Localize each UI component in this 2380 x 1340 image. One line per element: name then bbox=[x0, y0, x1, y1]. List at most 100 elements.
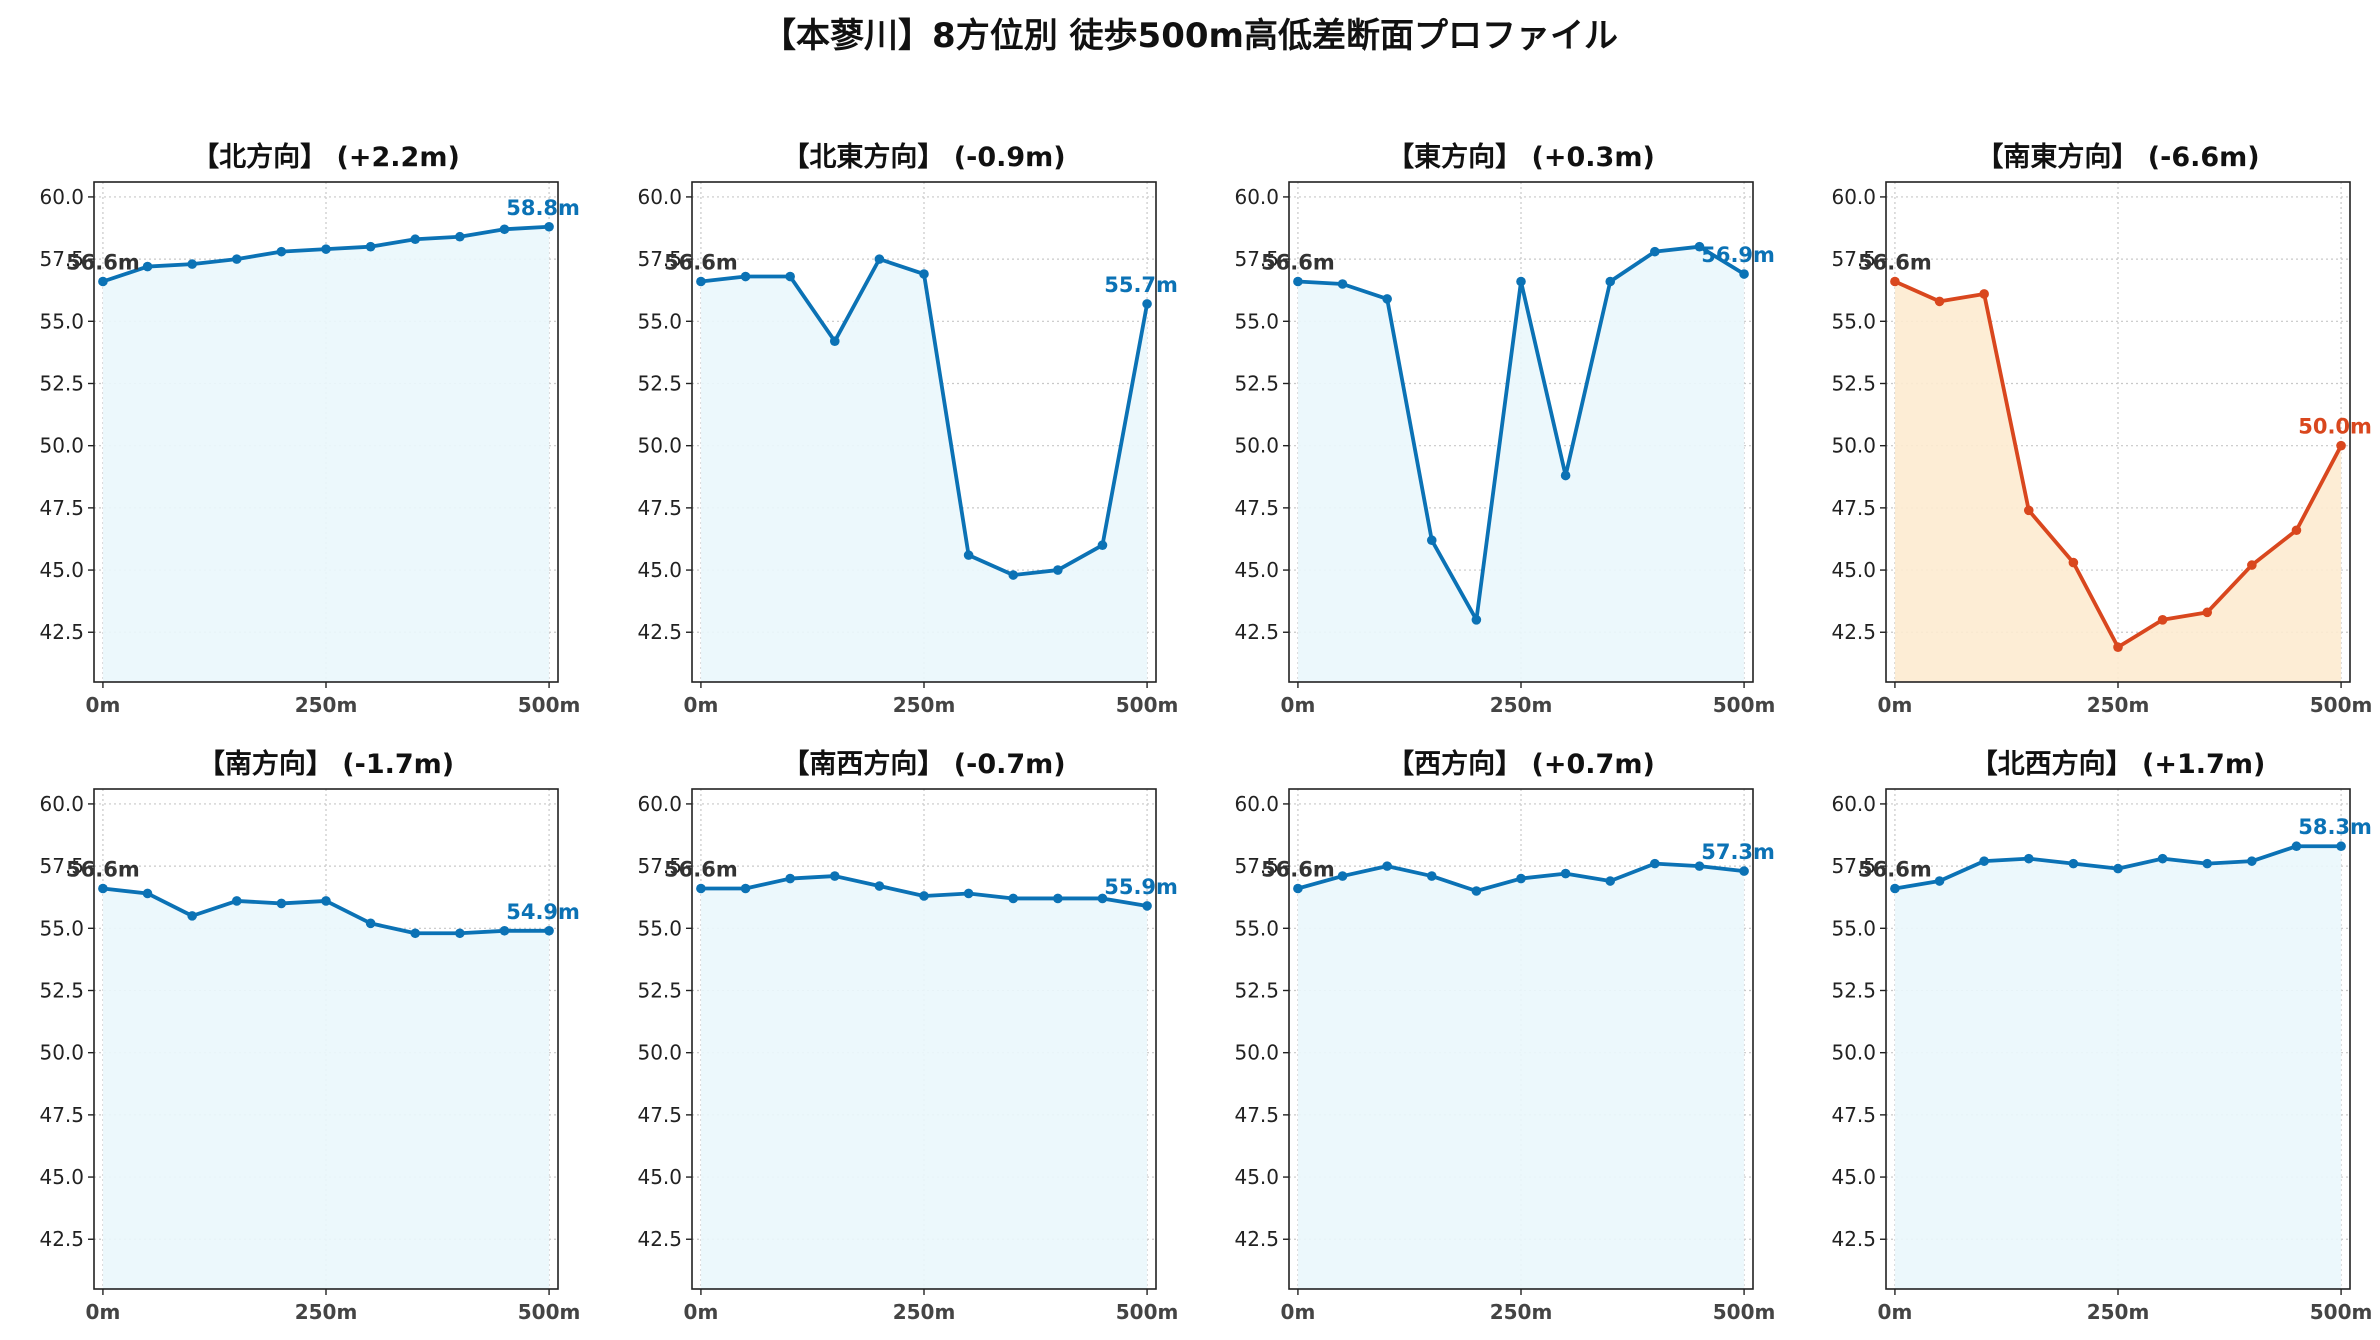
elevation-point bbox=[1008, 893, 1019, 904]
elevation-point bbox=[455, 928, 465, 939]
y-tick-label: 57.5 bbox=[39, 854, 84, 878]
y-tick-label: 45.0 bbox=[39, 1165, 84, 1189]
elevation-point bbox=[2113, 642, 2123, 652]
y-tick-label: 47.5 bbox=[39, 496, 84, 520]
y-tick-label: 47.5 bbox=[1234, 1103, 1279, 1127]
elevation-point bbox=[321, 244, 331, 254]
elevation-point bbox=[499, 224, 510, 235]
elevation-point bbox=[187, 259, 197, 269]
elevation-point bbox=[455, 231, 465, 242]
elevation-point bbox=[1293, 883, 1303, 894]
profile-panel-0: 42.5 45.0 47.5 50.0 52.5 55.0 57.5 60.0 0m 250m 50… bbox=[39, 141, 580, 717]
x-tick-label: 500m bbox=[1713, 1300, 1776, 1324]
elevation-point bbox=[1471, 615, 1482, 625]
y-tick-label: 55.0 bbox=[637, 916, 682, 940]
y-tick-label: 45.0 bbox=[637, 1165, 682, 1189]
elevation-point bbox=[1694, 241, 1705, 252]
y-tick-label: 57.5 bbox=[1831, 854, 1876, 878]
x-tick-label: 250m bbox=[295, 1300, 358, 1324]
elevation-point bbox=[276, 246, 287, 257]
y-tick-label: 57.5 bbox=[1234, 247, 1279, 271]
y-tick-label: 52.5 bbox=[39, 978, 84, 1002]
elevation-point bbox=[544, 925, 554, 936]
start-elevation-label: 56.6m bbox=[1858, 858, 1932, 882]
y-tick-label: 57.5 bbox=[39, 247, 84, 271]
end-elevation-label: 55.9m bbox=[1104, 875, 1178, 899]
y-tick-label: 55.0 bbox=[1234, 916, 1279, 940]
elevation-point bbox=[1650, 246, 1660, 257]
y-tick-label: 50.0 bbox=[1234, 434, 1279, 458]
profile-panel-4: 42.5 45.0 47.5 50.0 52.5 55.0 57.5 60.0 0m 250m 50… bbox=[39, 748, 580, 1324]
end-elevation-label: 54.9m bbox=[506, 900, 580, 924]
elevation-point bbox=[874, 881, 885, 891]
elevation-area bbox=[700, 876, 1148, 1289]
elevation-point bbox=[1382, 294, 1392, 304]
elevation-area bbox=[700, 259, 1148, 682]
elevation-point bbox=[1426, 535, 1437, 546]
profile-panel-3: 42.5 45.0 47.5 50.0 52.5 55.0 57.5 60.0 0m 250m 50… bbox=[1831, 141, 2372, 717]
x-tick-label: 500m bbox=[518, 693, 581, 717]
y-tick-label: 52.5 bbox=[637, 978, 682, 1002]
elevation-point bbox=[1739, 866, 1749, 876]
y-tick-label: 57.5 bbox=[1831, 247, 1876, 271]
elevation-area bbox=[1297, 863, 1745, 1289]
elevation-point bbox=[919, 269, 929, 279]
elevation-point bbox=[1516, 873, 1526, 884]
elevation-point bbox=[1694, 861, 1705, 871]
elevation-point bbox=[276, 898, 287, 909]
panel-title: 【南東方向】 (-6.6m) bbox=[1976, 141, 2259, 173]
y-tick-label: 57.5 bbox=[1234, 854, 1279, 878]
elevation-point bbox=[2068, 858, 2079, 869]
elevation-point bbox=[2291, 841, 2302, 852]
x-tick-label: 500m bbox=[1116, 1300, 1179, 1324]
panel-title: 【南西方向】 (-0.7m) bbox=[782, 748, 1065, 780]
y-tick-label: 50.0 bbox=[39, 434, 84, 458]
x-tick-label: 500m bbox=[2310, 1300, 2373, 1324]
elevation-point bbox=[142, 261, 153, 272]
elevation-point bbox=[1934, 296, 1945, 307]
elevation-point bbox=[1053, 893, 1063, 904]
profile-panel-1: 42.5 45.0 47.5 50.0 52.5 55.0 57.5 60.0 0m 250m 50… bbox=[637, 141, 1178, 717]
start-elevation-label: 56.6m bbox=[664, 858, 738, 882]
y-tick-label: 52.5 bbox=[1831, 978, 1876, 1002]
start-elevation-label: 56.6m bbox=[66, 858, 140, 882]
y-tick-label: 55.0 bbox=[1831, 916, 1876, 940]
elevation-point bbox=[829, 336, 840, 347]
x-tick-label: 0m bbox=[684, 1300, 719, 1324]
y-tick-label: 42.5 bbox=[1234, 620, 1279, 644]
elevation-point bbox=[2023, 853, 2034, 864]
elevation-point bbox=[1605, 876, 1616, 886]
y-tick-label: 42.5 bbox=[39, 1227, 84, 1251]
elevation-point bbox=[1337, 279, 1348, 289]
x-tick-label: 250m bbox=[295, 693, 358, 717]
start-elevation-label: 56.6m bbox=[1261, 251, 1335, 275]
y-tick-label: 50.0 bbox=[1234, 1041, 1279, 1065]
x-tick-label: 250m bbox=[893, 693, 956, 717]
y-tick-label: 60.0 bbox=[1831, 792, 1876, 816]
x-tick-label: 250m bbox=[2087, 693, 2150, 717]
x-tick-label: 500m bbox=[1116, 693, 1179, 717]
x-tick-label: 500m bbox=[518, 1300, 581, 1324]
elevation-point bbox=[2336, 440, 2346, 451]
y-tick-label: 52.5 bbox=[39, 371, 84, 395]
y-tick-label: 50.0 bbox=[637, 1041, 682, 1065]
panel-title: 【南方向】 (-1.7m) bbox=[198, 748, 454, 780]
elevation-point bbox=[231, 254, 242, 264]
y-tick-label: 52.5 bbox=[637, 371, 682, 395]
elevation-point bbox=[1560, 470, 1571, 481]
elevation-point bbox=[98, 883, 108, 894]
elevation-point bbox=[1097, 540, 1108, 550]
y-tick-label: 55.0 bbox=[637, 309, 682, 333]
elevation-point bbox=[919, 891, 929, 901]
y-tick-label: 55.0 bbox=[1831, 309, 1876, 333]
y-tick-label: 60.0 bbox=[1234, 792, 1279, 816]
y-tick-label: 45.0 bbox=[1234, 558, 1279, 582]
y-tick-label: 42.5 bbox=[637, 1227, 682, 1251]
elevation-point bbox=[1890, 276, 1900, 287]
y-tick-label: 47.5 bbox=[637, 496, 682, 520]
elevation-point bbox=[365, 241, 376, 252]
elevation-point bbox=[1934, 876, 1945, 886]
profile-panel-7: 42.5 45.0 47.5 50.0 52.5 55.0 57.5 60.0 0m 250m 50… bbox=[1831, 748, 2372, 1324]
y-tick-label: 60.0 bbox=[39, 185, 84, 209]
y-tick-label: 42.5 bbox=[1234, 1227, 1279, 1251]
